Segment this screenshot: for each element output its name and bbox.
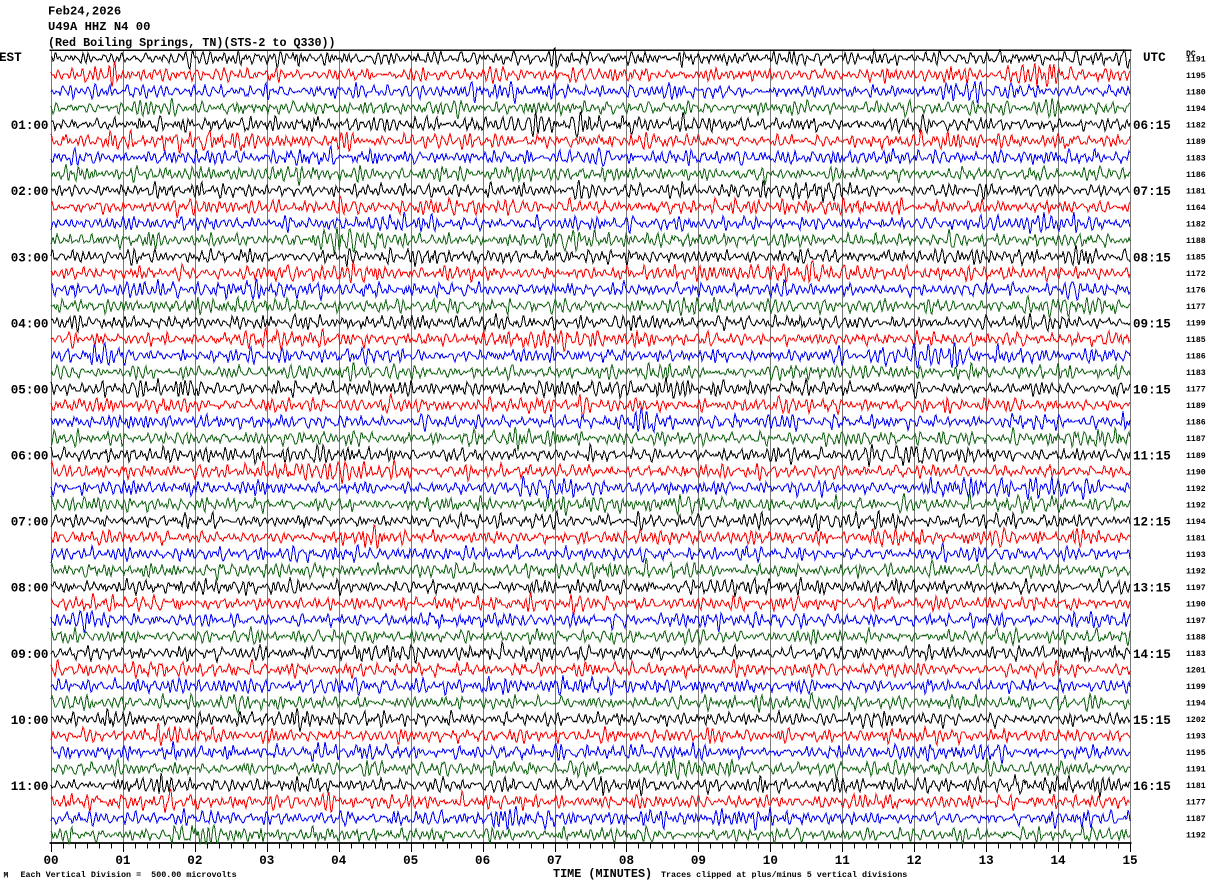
svg-text:09:15: 09:15 (1133, 317, 1171, 331)
svg-text:1187: 1187 (1186, 435, 1206, 444)
svg-text:1181: 1181 (1186, 782, 1206, 791)
svg-text:U49A HHZ N4 00: U49A HHZ N4 00 (48, 20, 150, 34)
svg-text:DC: DC (1186, 50, 1196, 59)
svg-text:(Red Boiling Springs, TN)(STS-: (Red Boiling Springs, TN)(STS-2 to Q330)… (48, 36, 336, 50)
svg-text:04: 04 (331, 854, 347, 868)
svg-text:07: 07 (547, 854, 562, 868)
svg-text:06:15: 06:15 (1133, 119, 1171, 133)
svg-text:02:00: 02:00 (11, 185, 49, 199)
svg-text:08: 08 (619, 854, 634, 868)
svg-text:1183: 1183 (1186, 369, 1206, 378)
svg-text:15: 15 (1122, 854, 1137, 868)
svg-text:1192: 1192 (1186, 567, 1206, 576)
svg-text:12:15: 12:15 (1133, 516, 1171, 530)
svg-text:12: 12 (907, 854, 922, 868)
svg-text:06:00: 06:00 (11, 450, 49, 464)
svg-text:1177: 1177 (1186, 386, 1206, 395)
svg-text:01: 01 (115, 854, 131, 868)
svg-text:14: 14 (1051, 854, 1067, 868)
svg-text:11:00: 11:00 (11, 780, 49, 794)
svg-text:03: 03 (259, 854, 274, 868)
svg-text:1194: 1194 (1186, 105, 1206, 114)
svg-text:1193: 1193 (1186, 733, 1206, 742)
svg-text:07:15: 07:15 (1133, 185, 1171, 199)
svg-text:1164: 1164 (1186, 204, 1206, 213)
svg-text:1177: 1177 (1186, 799, 1206, 808)
svg-text:13: 13 (979, 854, 994, 868)
svg-text:15:15: 15:15 (1133, 714, 1171, 728)
svg-text:1189: 1189 (1186, 452, 1206, 461)
svg-text:1202: 1202 (1186, 716, 1206, 725)
svg-text:1188: 1188 (1186, 633, 1206, 642)
svg-text:1195: 1195 (1186, 749, 1206, 758)
svg-text:1183: 1183 (1186, 650, 1206, 659)
svg-text:1190: 1190 (1186, 468, 1206, 477)
svg-text:1187: 1187 (1186, 815, 1206, 824)
svg-text:1181: 1181 (1186, 187, 1206, 196)
svg-text:1199: 1199 (1186, 683, 1206, 692)
svg-text:14:15: 14:15 (1133, 648, 1171, 662)
svg-text:1182: 1182 (1186, 220, 1206, 229)
svg-text:09: 09 (691, 854, 706, 868)
svg-text:Traces clipped at plus/minus 5: Traces clipped at plus/minus 5 vertical … (661, 870, 907, 880)
svg-text:05: 05 (403, 854, 418, 868)
svg-text:13:15: 13:15 (1133, 582, 1171, 596)
svg-text:1191: 1191 (1186, 55, 1206, 64)
svg-text:10:00: 10:00 (11, 714, 49, 728)
svg-text:1194: 1194 (1186, 518, 1206, 527)
svg-text:1190: 1190 (1186, 600, 1206, 609)
svg-text:1191: 1191 (1186, 766, 1206, 775)
svg-text:16:15: 16:15 (1133, 780, 1171, 794)
svg-text:1192: 1192 (1186, 485, 1206, 494)
svg-text:1197: 1197 (1186, 617, 1206, 626)
svg-text:08:15: 08:15 (1133, 251, 1171, 265)
svg-text:03:00: 03:00 (11, 251, 49, 265)
svg-text:Feb24,2026: Feb24,2026 (48, 5, 121, 19)
svg-text:11: 11 (835, 854, 851, 868)
svg-text:1185: 1185 (1186, 336, 1206, 345)
svg-text:1197: 1197 (1186, 584, 1206, 593)
svg-text:1172: 1172 (1186, 270, 1206, 279)
svg-text:1181: 1181 (1186, 534, 1206, 543)
svg-text:09:00: 09:00 (11, 648, 49, 662)
svg-text:05:00: 05:00 (11, 383, 49, 397)
svg-text:1183: 1183 (1186, 154, 1206, 163)
svg-text:1185: 1185 (1186, 254, 1206, 263)
svg-text:1180: 1180 (1186, 88, 1206, 97)
svg-text:00: 00 (43, 854, 58, 868)
svg-text:1176: 1176 (1186, 287, 1206, 296)
svg-text:1182: 1182 (1186, 121, 1206, 130)
svg-text:1195: 1195 (1186, 72, 1206, 81)
svg-text:UTC: UTC (1143, 51, 1166, 65)
svg-text:1186: 1186 (1186, 419, 1206, 428)
svg-text:06: 06 (475, 854, 490, 868)
svg-text:Each Vertical Division = 500.: Each Vertical Division = 500.00 microvol… (21, 870, 237, 880)
svg-text:1177: 1177 (1186, 303, 1206, 312)
svg-text:10: 10 (763, 854, 778, 868)
svg-text:1199: 1199 (1186, 320, 1206, 329)
svg-text:11:15: 11:15 (1133, 450, 1171, 464)
svg-text:1188: 1188 (1186, 237, 1206, 246)
svg-text:1192: 1192 (1186, 501, 1206, 510)
svg-text:1186: 1186 (1186, 353, 1206, 362)
svg-text:10:15: 10:15 (1133, 383, 1171, 397)
svg-text:1193: 1193 (1186, 551, 1206, 560)
svg-text:1192: 1192 (1186, 832, 1206, 841)
svg-text:1189: 1189 (1186, 138, 1206, 147)
svg-text:EST: EST (0, 51, 22, 65)
svg-text:1186: 1186 (1186, 171, 1206, 180)
svg-text:04:00: 04:00 (11, 317, 49, 331)
svg-text:01:00: 01:00 (11, 119, 49, 133)
svg-text:1189: 1189 (1186, 402, 1206, 411)
svg-text:07:00: 07:00 (11, 516, 49, 530)
svg-text:M: M (4, 872, 9, 881)
svg-text:08:00: 08:00 (11, 582, 49, 596)
svg-text:TIME (MINUTES): TIME (MINUTES) (553, 867, 652, 881)
svg-text:1201: 1201 (1186, 667, 1206, 676)
svg-text:02: 02 (187, 854, 202, 868)
svg-text:1194: 1194 (1186, 700, 1206, 709)
